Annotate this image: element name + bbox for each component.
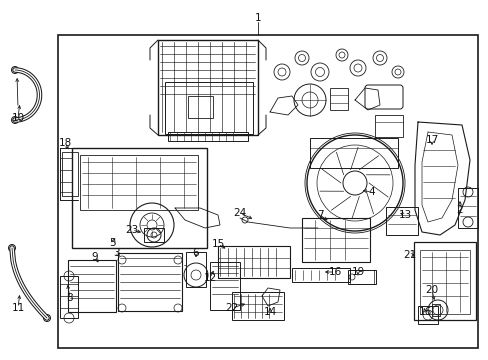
Bar <box>385 207 417 235</box>
Bar <box>185 252 205 287</box>
Text: 14: 14 <box>263 307 276 317</box>
Bar <box>309 138 397 168</box>
Text: 23: 23 <box>125 225 138 235</box>
Bar <box>457 188 477 228</box>
Bar <box>431 304 439 316</box>
Text: 22: 22 <box>225 303 238 313</box>
Text: 15: 15 <box>211 239 224 249</box>
Bar <box>231 292 284 320</box>
Bar <box>168 132 247 141</box>
Bar <box>347 270 375 284</box>
Bar <box>218 246 289 278</box>
Bar <box>164 82 252 134</box>
Bar <box>419 250 469 314</box>
Text: 13: 13 <box>398 210 411 220</box>
Text: 4: 4 <box>368 187 375 197</box>
Text: 19: 19 <box>351 267 364 277</box>
Text: 2: 2 <box>456 205 462 215</box>
Bar <box>302 218 369 262</box>
Bar <box>118 253 182 311</box>
Bar <box>374 115 402 137</box>
Text: 9: 9 <box>92 252 98 262</box>
Text: 10: 10 <box>11 113 24 123</box>
Bar <box>143 228 163 242</box>
Text: 16: 16 <box>328 267 341 277</box>
Bar <box>158 40 258 135</box>
Text: 21: 21 <box>403 250 416 260</box>
Text: 24: 24 <box>233 208 246 218</box>
Bar <box>329 88 347 110</box>
Text: 16: 16 <box>418 307 431 317</box>
Text: 8: 8 <box>66 293 73 303</box>
Bar <box>187 96 213 118</box>
Circle shape <box>342 171 366 195</box>
Text: 1: 1 <box>254 13 261 23</box>
Text: 12: 12 <box>203 273 216 283</box>
Bar <box>291 268 349 282</box>
Text: 5: 5 <box>109 238 116 248</box>
Bar <box>80 155 198 210</box>
Bar <box>60 276 78 318</box>
Text: 17: 17 <box>425 135 438 145</box>
Bar <box>209 262 240 310</box>
Text: 6: 6 <box>192 248 199 258</box>
Bar <box>413 242 475 320</box>
Text: 3: 3 <box>112 248 119 258</box>
Bar <box>58 35 477 348</box>
Text: 18: 18 <box>58 138 71 148</box>
Bar <box>62 152 78 196</box>
Bar <box>417 306 437 324</box>
Text: 20: 20 <box>425 285 438 295</box>
Bar <box>72 148 206 248</box>
Bar <box>68 260 116 312</box>
Text: 11: 11 <box>11 303 24 313</box>
Text: 7: 7 <box>316 210 323 220</box>
